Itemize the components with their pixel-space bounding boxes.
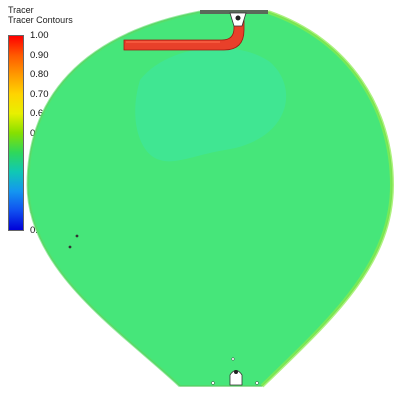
color-scale-tick-label: 0.90 <box>30 49 49 61</box>
top-nozzle-hole <box>235 15 241 21</box>
color-scale-tick-label: 1.00 <box>30 30 49 41</box>
side-marker <box>68 245 72 249</box>
bottom-marker <box>231 357 235 361</box>
bottom-outlet-hole <box>234 370 238 374</box>
legend-subtitle: Tracer Contours <box>8 15 73 25</box>
bottom-marker <box>211 381 215 385</box>
legend-title-block: Tracer Tracer Contours <box>8 5 73 25</box>
color-scale-tick-label: 0.70 <box>30 88 49 100</box>
side-marker <box>75 234 79 238</box>
color-scale-bar <box>8 35 24 231</box>
bottom-marker <box>255 381 259 385</box>
vessel-rim-left <box>26 10 201 388</box>
legend-title: Tracer <box>8 5 34 15</box>
color-scale-tick-label: 0.60 <box>30 108 49 119</box>
top-lid <box>200 10 268 14</box>
color-scale-tick-label: 0.80 <box>30 69 49 80</box>
vessel-rim <box>260 10 395 388</box>
low-concentration-zone <box>135 47 287 162</box>
